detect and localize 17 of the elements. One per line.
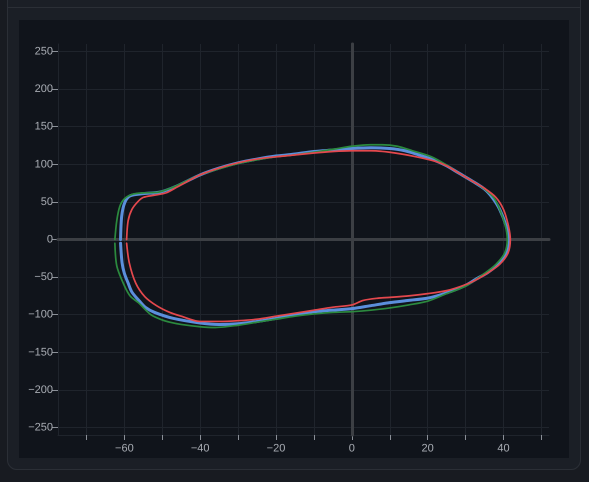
y-tick-label: −250 [28,421,53,434]
y-tick-label: −150 [28,346,53,358]
x-tick-label: −60 [115,442,134,454]
x-tick-label: −20 [266,442,286,454]
y-tick-label: 0 [46,234,53,246]
y-tick-label: 100 [34,158,53,170]
y-tick-label: 250 [34,46,53,58]
x-tick-label: 20 [422,442,434,454]
x-tick-label: −40 [190,442,210,454]
y-tick-label: 150 [34,120,53,133]
x-tick-label: 0 [348,442,355,454]
x-tick-label: 40 [497,442,510,454]
y-tick-label: −200 [28,384,53,396]
y-tick-label: 200 [34,83,53,96]
y-tick-label: −50 [34,271,53,284]
y-tick-label: 50 [40,196,53,208]
y-tick-label: −100 [28,308,53,321]
